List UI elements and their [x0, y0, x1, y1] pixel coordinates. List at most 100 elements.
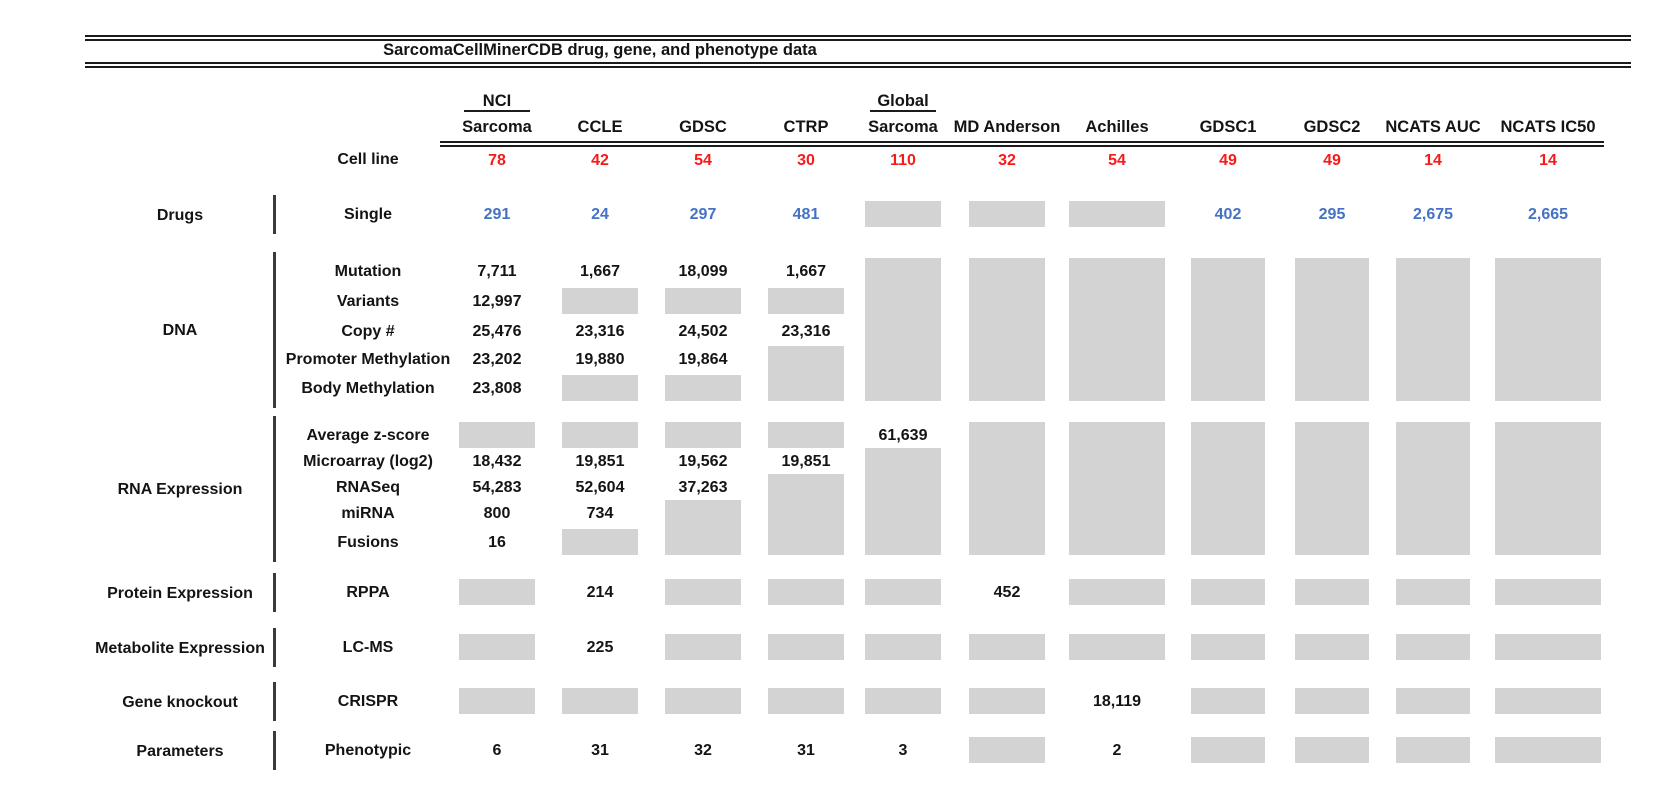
data-value: 225: [586, 639, 614, 656]
missing-data-block: [665, 422, 741, 448]
row-label: Fusions: [337, 534, 399, 551]
row-label: CRISPR: [337, 693, 399, 710]
missing-data-block: [969, 737, 1045, 763]
data-value: 214: [586, 584, 614, 601]
data-value: 19,851: [575, 453, 625, 470]
column-group-label: NCI: [464, 90, 530, 112]
column-header: CTRP: [783, 118, 829, 136]
missing-data-block: [1295, 579, 1369, 605]
data-value: 800: [483, 505, 511, 522]
data-value: 19,851: [781, 453, 831, 470]
section-label: RNA Expression: [117, 481, 243, 498]
data-value: 1,667: [579, 263, 621, 280]
cell-line-count: 110: [890, 152, 916, 169]
missing-data-block: [1191, 688, 1265, 714]
data-value: 31: [797, 742, 815, 759]
missing-data-block: [665, 579, 741, 605]
missing-data-block: [1495, 737, 1601, 763]
missing-data-block: [562, 375, 638, 401]
data-value: 1,667: [785, 263, 827, 280]
missing-data-block: [1396, 737, 1470, 763]
data-value: 3: [898, 742, 908, 759]
row-label: Average z-score: [306, 427, 430, 444]
row-label: Mutation: [334, 263, 402, 280]
missing-data-block: [665, 634, 741, 660]
data-value: 2: [1112, 742, 1122, 759]
figure-title: SarcomaCellMinerCDB drug, gene, and phen…: [383, 41, 817, 59]
data-value: 6: [492, 742, 502, 759]
missing-data-block: [969, 634, 1045, 660]
missing-data-block: [768, 579, 844, 605]
row-label: Phenotypic: [324, 742, 412, 759]
cell-line-count: 14: [1539, 152, 1557, 169]
data-value: 19,880: [575, 351, 625, 368]
section-divider-bar: [273, 416, 276, 562]
missing-data-block: [562, 288, 638, 314]
column-header: Sarcoma: [462, 118, 532, 136]
missing-data-block: [865, 634, 941, 660]
data-value: 402: [1214, 206, 1242, 223]
data-value: 32: [694, 742, 712, 759]
section-divider-bar: [273, 731, 276, 770]
data-value: 37,263: [678, 479, 728, 496]
row-label: RPPA: [346, 584, 390, 601]
data-value: 52,604: [575, 479, 625, 496]
missing-data-block: [1295, 737, 1369, 763]
title-top-rule: [85, 35, 1631, 41]
data-value: 18,432: [472, 453, 522, 470]
data-value: 54,283: [472, 479, 522, 496]
data-value: 31: [591, 742, 609, 759]
missing-data-block: [1069, 258, 1165, 401]
data-value: 23,316: [781, 323, 831, 340]
missing-data-block: [1495, 579, 1601, 605]
data-value: 12,997: [472, 293, 522, 310]
section-divider-bar: [273, 195, 276, 234]
column-group-label: Global: [870, 90, 936, 112]
missing-data-block: [1069, 634, 1165, 660]
missing-data-block: [768, 346, 844, 401]
missing-data-block: [969, 258, 1045, 401]
missing-data-block: [768, 422, 844, 448]
row-label: Variants: [336, 293, 400, 310]
data-value: 7,711: [477, 263, 517, 280]
column-header: Achilles: [1085, 118, 1149, 136]
missing-data-block: [1191, 579, 1265, 605]
missing-data-block: [665, 288, 741, 314]
missing-data-block: [1495, 422, 1601, 555]
missing-data-block: [768, 474, 844, 555]
data-value: 291: [483, 206, 511, 223]
cell-line-count: 30: [797, 152, 815, 169]
column-header: GDSC2: [1303, 118, 1361, 136]
missing-data-block: [969, 201, 1045, 227]
missing-data-block: [665, 375, 741, 401]
missing-data-block: [1295, 422, 1369, 555]
missing-data-block: [865, 201, 941, 227]
row-label: Copy #: [341, 323, 395, 340]
column-header: NCATS AUC: [1385, 118, 1481, 136]
missing-data-block: [768, 688, 844, 714]
missing-data-block: [1396, 258, 1470, 401]
data-value: 24: [591, 206, 609, 223]
cell-line-count: 78: [488, 152, 506, 169]
data-value: 61,639: [878, 427, 928, 444]
missing-data-block: [459, 688, 535, 714]
missing-data-block: [1396, 634, 1470, 660]
cell-line-count: 14: [1424, 152, 1442, 169]
section-label: Protein Expression: [107, 584, 253, 602]
data-value: 295: [1318, 206, 1346, 223]
missing-data-block: [865, 448, 941, 555]
column-header: NCATS IC50: [1500, 118, 1596, 136]
section-label: Gene knockout: [122, 693, 238, 711]
missing-data-block: [1295, 258, 1369, 401]
header-rule: [440, 141, 1604, 147]
section-divider-bar: [273, 573, 276, 612]
column-header: GDSC: [679, 118, 727, 136]
section-label: Drugs: [156, 206, 204, 224]
section-divider-bar: [273, 682, 276, 721]
section-label: Metabolite Expression: [95, 639, 265, 657]
missing-data-block: [665, 688, 741, 714]
section-label: DNA: [162, 322, 198, 339]
cell-line-count: 49: [1323, 152, 1341, 169]
row-label: Single: [343, 206, 392, 223]
cell-line-count: 54: [1108, 152, 1126, 169]
